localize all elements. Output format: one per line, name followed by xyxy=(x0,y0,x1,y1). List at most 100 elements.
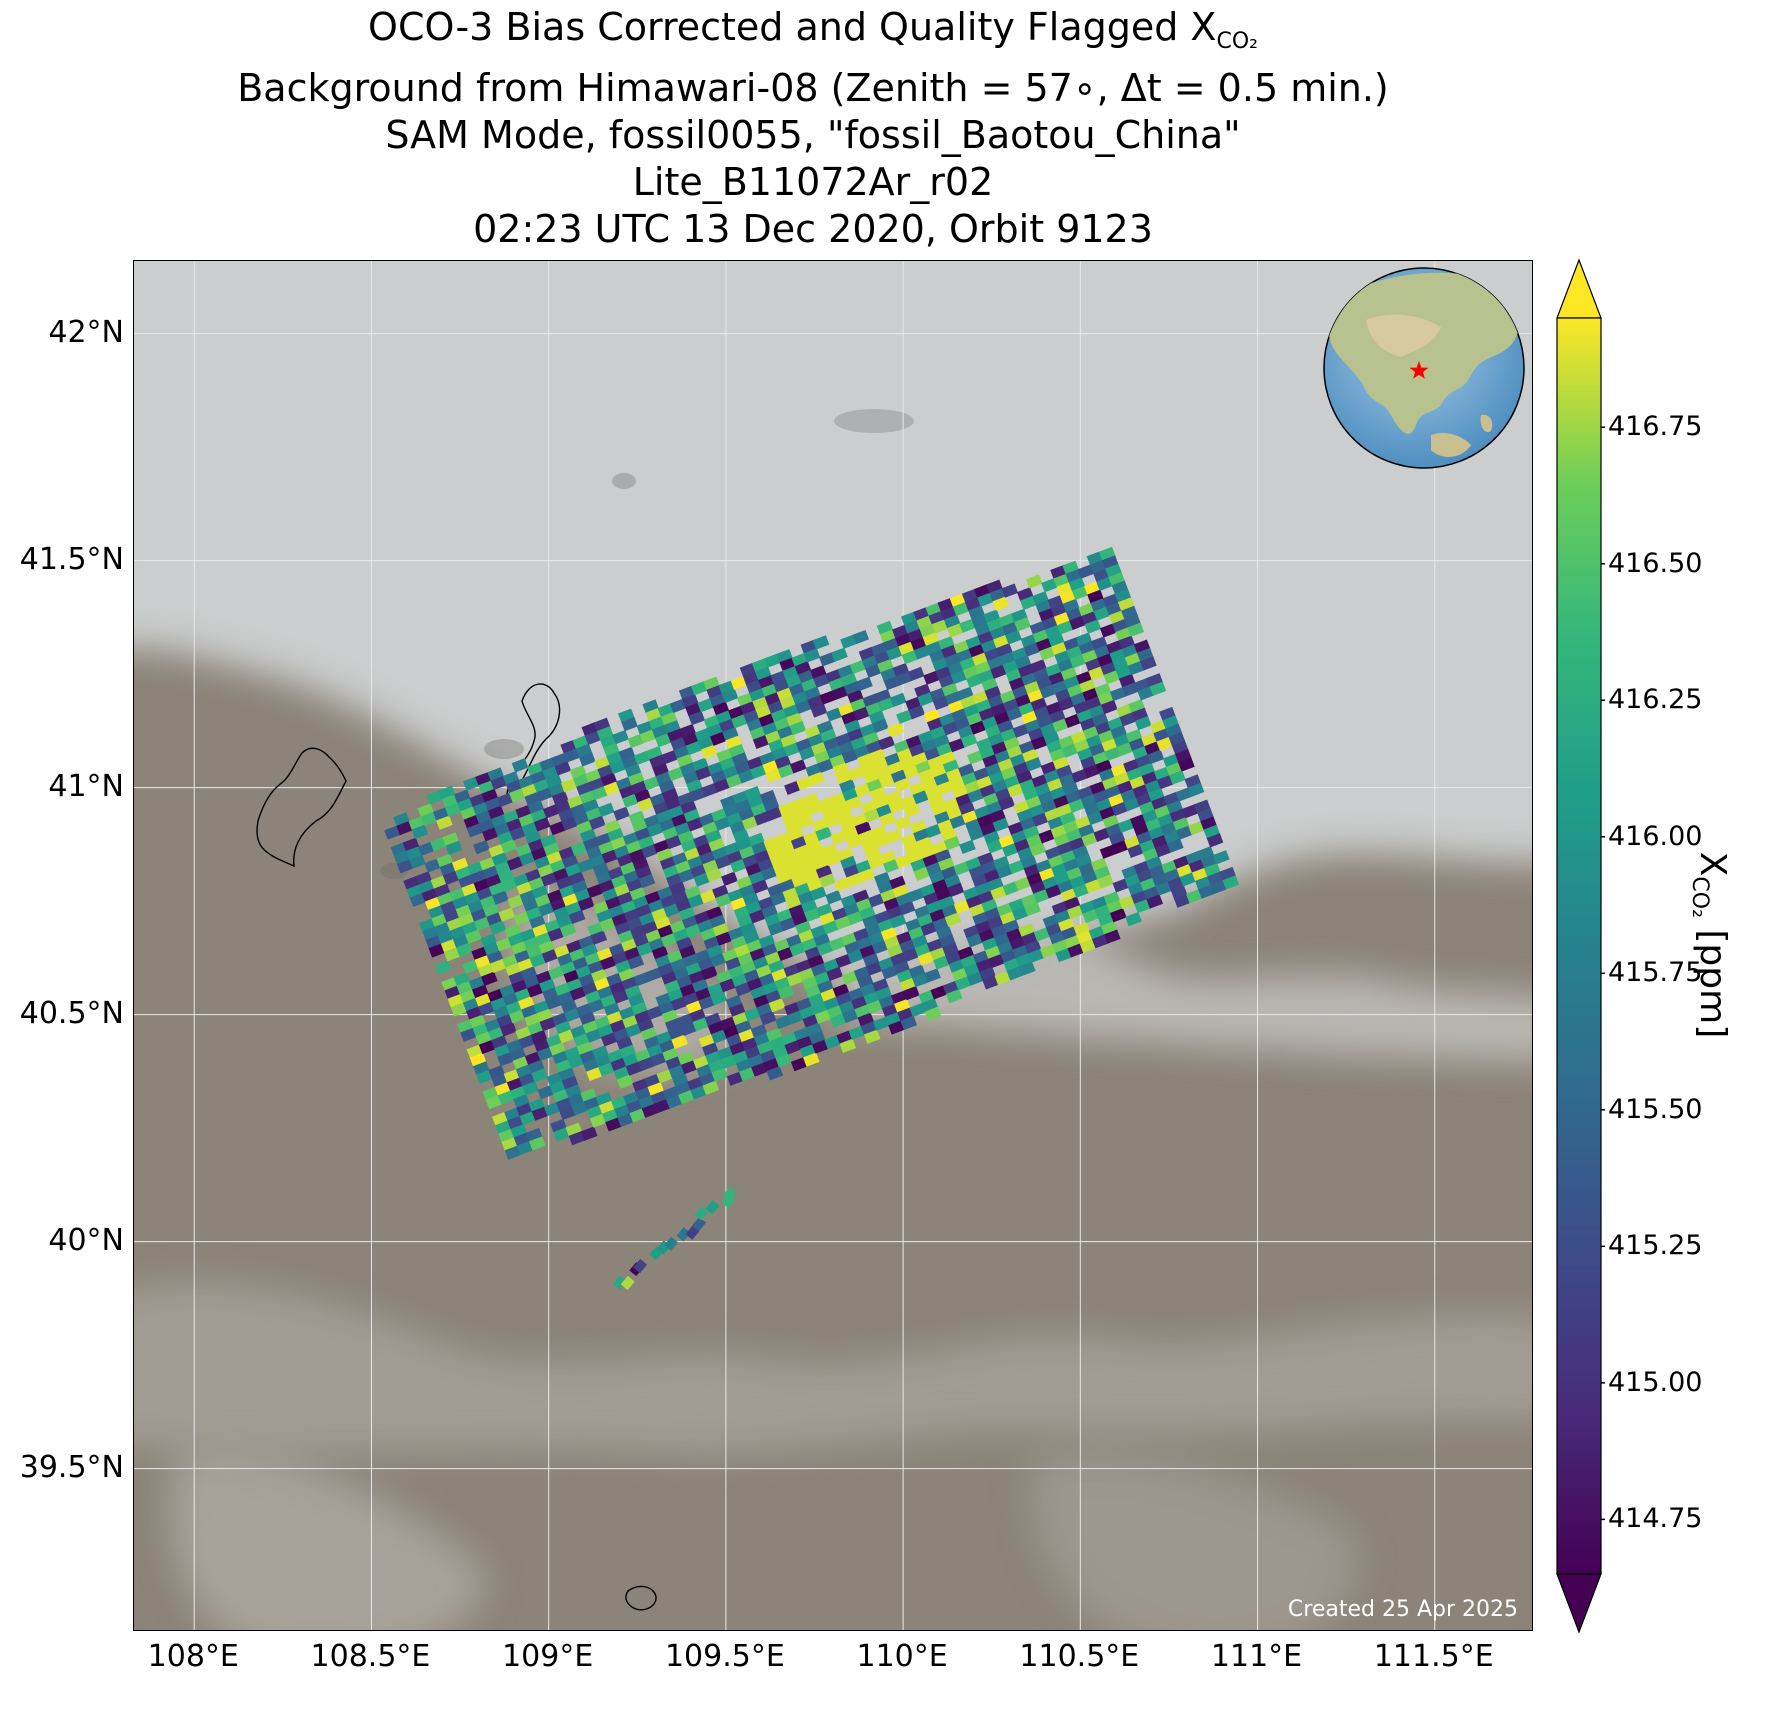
xco2-pixel xyxy=(580,1126,598,1141)
xco2-pixel xyxy=(841,749,859,764)
xco2-pixel xyxy=(831,647,848,662)
xco2-pixel xyxy=(990,664,1008,679)
xco2-pixel xyxy=(513,911,531,926)
xco2-pixel xyxy=(1045,884,1062,899)
xco2-pixel xyxy=(818,652,836,667)
xco2-pixel xyxy=(501,877,518,892)
xco2-pixel xyxy=(750,764,767,779)
xco2-pixel xyxy=(936,780,954,796)
xco2-pixel xyxy=(1109,908,1127,923)
xco2-pixel xyxy=(492,890,509,905)
xco2-pixel xyxy=(714,854,732,870)
xco2-pixel xyxy=(588,998,605,1013)
xco2-pixel xyxy=(930,985,948,1000)
xco2-pixel xyxy=(443,947,461,962)
map-panel[interactable]: Created 25 Apr 2025 xyxy=(133,260,1533,1631)
xco2-pixel xyxy=(779,916,797,932)
xco2-pixel xyxy=(384,825,401,840)
xco2-pixel xyxy=(871,718,889,734)
xco2-pixel xyxy=(636,942,654,957)
xco2-pixel xyxy=(1127,843,1144,859)
xco2-pixel xyxy=(685,740,703,756)
xco2-pixel xyxy=(1067,943,1085,958)
xco2-pixel xyxy=(924,968,941,983)
xco2-pixel xyxy=(519,1111,537,1126)
xco2-pixel xyxy=(1001,583,1019,598)
xco2-pixel xyxy=(714,816,731,831)
xco2-pixel xyxy=(497,1052,514,1067)
xco2-pixel xyxy=(720,1054,738,1069)
lon-tick-label: 110.5°E xyxy=(1019,1639,1140,1674)
xco2-pixel xyxy=(700,965,718,981)
xco2-pixel xyxy=(528,1136,546,1151)
xco2-pixel xyxy=(912,972,929,988)
xco2-pixel xyxy=(809,886,827,901)
xco2-pixel xyxy=(759,1011,777,1026)
xco2-pixel xyxy=(715,893,732,908)
xco2-pixel xyxy=(705,867,723,883)
xco2-pixel xyxy=(730,858,747,873)
xco2-pixel xyxy=(842,1008,859,1024)
xco2-pixel xyxy=(539,1016,557,1032)
xco2-pixel xyxy=(900,1015,918,1031)
lat-tick-label: 42°N xyxy=(48,314,124,350)
xco2-pixel xyxy=(966,673,983,688)
xco2-pixel xyxy=(480,971,498,986)
xco2-pixel xyxy=(1118,895,1136,910)
xco2-pixel xyxy=(689,787,707,802)
xco2-pixel xyxy=(548,965,565,980)
xco2-pixel xyxy=(516,1140,534,1156)
xco2-pixel xyxy=(808,771,826,786)
xco2-pixel xyxy=(474,916,491,931)
xco2-pixel xyxy=(909,1002,927,1018)
xco2-pixel xyxy=(849,659,867,675)
xco2-pixel xyxy=(578,752,596,767)
xco2-pixel xyxy=(952,601,970,617)
colorbar-gradient xyxy=(1556,317,1602,1575)
xco2-pixel xyxy=(663,903,681,918)
xco2-pixel xyxy=(738,769,755,784)
xco2-pixel xyxy=(1025,574,1043,589)
xco2-pixel xyxy=(460,1027,477,1042)
xco2-pixel xyxy=(599,917,617,932)
xco2-pixel xyxy=(768,998,786,1013)
xco2-pixel xyxy=(894,815,912,831)
xco2-pixel xyxy=(601,849,619,864)
xco2-pixel xyxy=(752,734,770,750)
xco2-pixel xyxy=(586,883,604,899)
xco2-pixel xyxy=(731,714,748,729)
xco2-pixel xyxy=(913,866,931,881)
xco2-pixel xyxy=(863,1029,881,1044)
xco2-pixel xyxy=(789,942,806,957)
xco2-pixel xyxy=(932,695,950,711)
xco2-pixel xyxy=(954,976,972,991)
xco2-pixel xyxy=(424,858,442,873)
xco2-pixel xyxy=(536,787,554,802)
xco2-pixel xyxy=(699,889,717,904)
xco2-pixel xyxy=(680,1059,698,1075)
xco2-pixel xyxy=(643,775,661,791)
xco2-pixel xyxy=(878,773,896,789)
xco2-pixel xyxy=(903,764,920,780)
xco2-pixel xyxy=(834,877,851,892)
xco2-pixel xyxy=(953,861,970,876)
xco2-pixel xyxy=(947,623,964,638)
xco2-pixel xyxy=(541,948,559,964)
xco2-pixel xyxy=(695,766,712,781)
xco2-pixel xyxy=(889,692,907,708)
xco2-pixel xyxy=(490,775,508,791)
xco2-pixel xyxy=(949,814,967,829)
xco2-pixel xyxy=(445,802,462,817)
xco2-pixel xyxy=(1018,961,1036,976)
xco2-pixel xyxy=(1002,842,1019,858)
xco2-pixel xyxy=(822,920,840,935)
colorbar-tick-label: 415.25 xyxy=(1608,1230,1703,1262)
xco2-pixel xyxy=(656,1069,674,1084)
xco2-pixel xyxy=(944,912,962,927)
colorbar-tick-label: 416.00 xyxy=(1608,820,1703,852)
xco2-pixel xyxy=(590,930,608,945)
xco2-pixel xyxy=(744,1007,761,1022)
xco2-pixel xyxy=(697,697,715,713)
xco2-pixel xyxy=(420,811,438,826)
xco2-pixel xyxy=(845,834,863,849)
